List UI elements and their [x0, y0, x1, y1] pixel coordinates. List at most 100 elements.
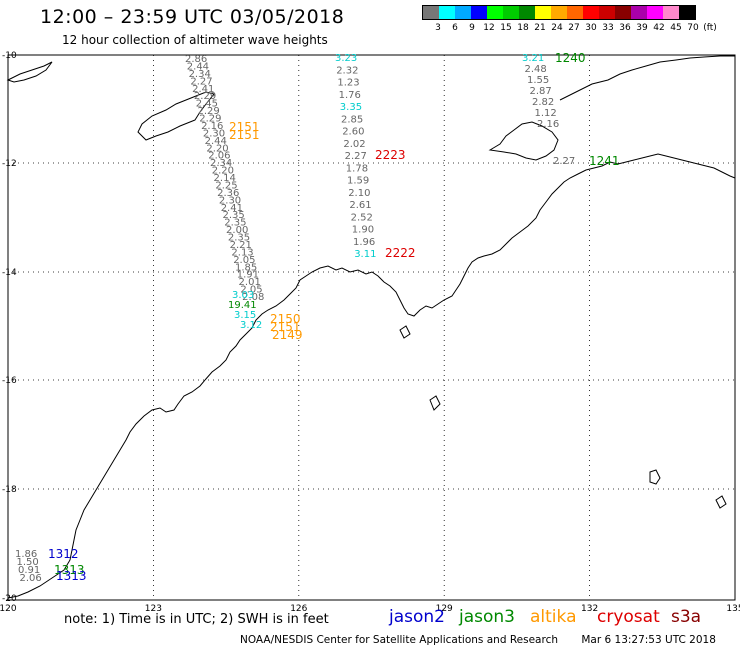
wave-height-value: 0.91: [18, 565, 40, 576]
wave-height-value: 3.12: [240, 320, 262, 331]
color-swatch: [663, 6, 679, 19]
wave-height-value: 2.35: [224, 218, 246, 229]
pass-time-label: 2223: [375, 148, 406, 162]
legend-altika: altika: [530, 607, 577, 627]
latitude-tick-label: -16: [2, 376, 17, 386]
pass-time-label: 2151: [229, 120, 260, 134]
pass-time-label: 1312: [48, 547, 79, 561]
color-swatch: [439, 6, 455, 19]
color-swatch: [583, 6, 599, 19]
wave-height-value: 2.01: [239, 277, 261, 288]
wave-height-value: 2.85: [341, 114, 363, 125]
wave-height-color-scale: 3 6 9 12 15 18 21 24 27 30 33 36 39 42 45 70 (ft): [422, 5, 717, 34]
map-annotations: 120 123 126 129 132 135 -10 -12 -14 -16 -18 -20 2.86…: [0, 51, 740, 614]
pass-time-label: 2151: [229, 128, 260, 142]
longitude-tick-label: 132: [581, 604, 598, 614]
wave-height-value: 2.27: [190, 76, 212, 87]
wave-height-value: 1.12: [535, 108, 557, 119]
wave-height-value: 2.16: [201, 121, 223, 132]
wave-height-value: 1.78: [346, 163, 368, 174]
color-scale-label: 9: [469, 23, 475, 33]
color-scale-label: 3: [435, 23, 441, 33]
coastline-wa: [7, 379, 206, 599]
longitude-tick-label: 120: [0, 604, 17, 614]
color-swatch: [647, 6, 663, 19]
wave-height-value: 2.29: [199, 114, 221, 125]
wave-height-value: 2.29: [197, 106, 219, 117]
wave-height-value: 2.35: [228, 233, 250, 244]
wave-height-value: 2.10: [348, 188, 370, 199]
wave-height-value: 3.21: [522, 53, 544, 64]
color-swatch: [503, 6, 519, 19]
color-scale-label: 36: [619, 23, 631, 33]
latitude-tick-label: -20: [2, 594, 17, 604]
pass-time-label: 1313: [54, 563, 85, 577]
wave-height-value: 2.41: [221, 203, 243, 214]
wave-height-value: 2.34: [210, 158, 232, 169]
longitude-tick-label: 135: [726, 604, 740, 614]
wave-height-value: 19.41: [228, 300, 257, 311]
color-scale-label: 30: [585, 23, 597, 33]
wave-height-value: 1.59: [347, 176, 369, 187]
color-scale-label: 45: [670, 23, 682, 33]
color-scale-label: 27: [568, 23, 580, 33]
color-swatch: [567, 6, 583, 19]
wave-height-value: 2.14: [214, 173, 236, 184]
color-scale-label: 39: [636, 23, 648, 33]
wave-height-value: 2.13: [231, 247, 253, 258]
color-swatch: [631, 6, 647, 19]
wave-height-value: 3.03: [232, 290, 254, 301]
wave-height-value: 2.20: [212, 166, 234, 177]
color-swatch: [599, 6, 615, 19]
wave-height-value: 2.06: [20, 573, 42, 584]
color-swatch: [471, 6, 487, 19]
wave-height-value: 1.91: [237, 270, 259, 281]
wave-height-value: 3.15: [234, 310, 256, 321]
longitude-tick-label: 129: [436, 604, 453, 614]
color-swatch: [679, 6, 695, 19]
latitude-tick-label: -18: [2, 485, 17, 495]
wave-height-value: 1.23: [337, 78, 359, 89]
longitude-tick-label: 126: [290, 604, 307, 614]
wave-height-value: 2.44: [205, 136, 227, 147]
legend-jason2: jason2: [389, 607, 445, 627]
wave-height-value: 2.52: [351, 212, 373, 223]
pass-time-label: 2150: [270, 312, 301, 326]
coastline-sumba: [6, 61, 53, 83]
wave-height-value: 3.35: [340, 102, 362, 113]
color-swatch: [551, 6, 567, 19]
pass-time-label: 2149: [272, 328, 303, 342]
wave-height-value: 1.50: [17, 557, 39, 568]
wave-height-value: 2.05: [240, 285, 262, 296]
wave-height-value: 2.32: [336, 65, 358, 76]
pass-time-label: 1241: [589, 154, 620, 168]
wave-height-value: 2.00: [226, 225, 248, 236]
coastline: [6, 55, 736, 599]
longitude-tick-label: 123: [145, 604, 162, 614]
wave-height-value: 2.30: [203, 128, 225, 139]
coastline-papua: [559, 55, 735, 101]
color-scale-label: 70: [687, 23, 699, 33]
legend-s3a: s3a: [671, 607, 702, 627]
lat-lon-grid: [8, 55, 735, 600]
credit-text: NOAA/NESDIS Center for Satellite Applica…: [240, 634, 558, 646]
color-scale-label: 42: [653, 23, 665, 33]
wave-height-value: 2.06: [208, 151, 230, 162]
color-scale-label: 12: [483, 23, 495, 33]
pass-time-label: 2151: [270, 320, 301, 334]
pass-time-label: 1313: [56, 569, 87, 583]
credit-line: NOAA/NESDIS Center for Satellite Applica…: [240, 634, 716, 646]
coastline-timor: [137, 91, 215, 141]
latitude-tick-label: -12: [2, 159, 17, 169]
wave-height-value: 2.44: [187, 61, 209, 72]
wave-height-value: 2.25: [215, 180, 237, 191]
color-scale-label: 18: [517, 23, 529, 33]
wave-height-value: 2.61: [349, 200, 371, 211]
wave-height-value: 1.55: [527, 75, 549, 86]
color-swatch: [615, 6, 631, 19]
color-swatch: [487, 6, 503, 19]
page-title: 12:00 – 23:59 UTC 03/05/2018: [40, 6, 345, 28]
color-swatch: [519, 6, 535, 19]
pass-time-label: 1240: [555, 51, 586, 65]
